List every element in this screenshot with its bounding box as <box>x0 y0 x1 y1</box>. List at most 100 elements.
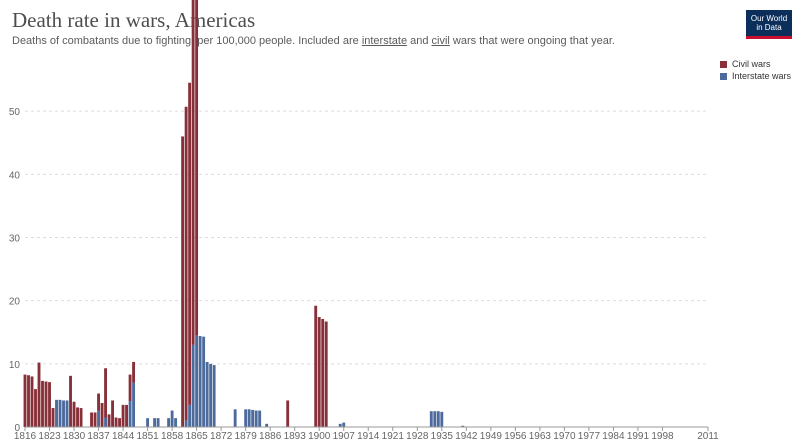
bar-civil <box>125 404 129 427</box>
bar-civil <box>118 418 122 427</box>
x-tick-label: 1851 <box>136 431 159 442</box>
x-tick-label: 1998 <box>651 431 674 442</box>
x-tick-label: 1872 <box>210 431 233 442</box>
bar-interstate <box>233 409 237 427</box>
legend-label-interstate: Interstate wars <box>732 71 792 81</box>
legend-item-interstate[interactable]: Interstate wars <box>720 70 791 82</box>
bar-interstate <box>184 420 188 427</box>
x-tick-label: 1991 <box>627 431 650 442</box>
bar-interstate <box>65 400 69 427</box>
logo-line-2: in Data <box>756 23 782 32</box>
bar-interstate <box>436 411 440 427</box>
bar-interstate <box>156 418 160 427</box>
bar-civil <box>114 417 118 427</box>
bar-interstate <box>258 410 262 427</box>
x-tick-label: 1935 <box>431 431 454 442</box>
subtitle-text-2: and <box>407 35 432 47</box>
x-tick-label: 1830 <box>63 431 86 442</box>
bar-interstate <box>244 409 248 427</box>
bar-interstate <box>254 410 258 427</box>
bar-interstate <box>104 417 107 427</box>
bar-civil <box>37 362 41 427</box>
bar-interstate <box>251 409 255 427</box>
civil-link[interactable]: civil <box>431 35 450 47</box>
bar-interstate <box>167 418 171 427</box>
x-tick-label: 1921 <box>382 431 405 442</box>
x-tick-label: 1858 <box>161 431 184 442</box>
y-tick-label: 40 <box>9 170 21 181</box>
bar-interstate <box>433 411 437 427</box>
bar-interstate <box>146 418 150 427</box>
bar-civil <box>314 305 318 427</box>
bar-civil <box>195 0 199 336</box>
x-tick-label: 1816 <box>14 431 37 442</box>
bar-civil <box>97 393 100 411</box>
x-tick-label: 1886 <box>259 431 282 442</box>
subtitle-text-3: wars that were ongoing that year. <box>449 35 615 47</box>
bar-interstate <box>132 382 136 427</box>
legend-item-civil[interactable]: Civil wars <box>720 58 791 70</box>
bar-interstate <box>205 361 209 427</box>
bar-civil <box>121 404 125 427</box>
x-tick-label: 1970 <box>553 431 576 442</box>
bar-civil <box>72 401 76 427</box>
x-tick-label: 1984 <box>602 431 625 442</box>
y-tick-label: 30 <box>9 234 21 245</box>
bar-civil <box>111 400 115 427</box>
bar-interstate <box>191 344 195 427</box>
bar-interstate <box>195 335 199 427</box>
bar-interstate <box>128 401 132 427</box>
bar-interstate <box>58 399 62 427</box>
legend-label-civil: Civil wars <box>732 59 771 69</box>
bar-interstate <box>174 418 178 427</box>
bar-interstate <box>198 336 202 427</box>
bar-interstate <box>429 411 433 427</box>
y-tick-label: 0 <box>14 423 20 434</box>
bar-civil <box>51 408 55 427</box>
x-tick-label: 1928 <box>406 431 429 442</box>
chart-legend: Civil wars Interstate wars <box>720 58 791 82</box>
bar-civil <box>79 408 83 427</box>
bar-civil <box>69 375 72 427</box>
bar-interstate <box>62 400 65 427</box>
legend-swatch-interstate <box>720 72 727 80</box>
x-tick-label: 1963 <box>529 431 552 442</box>
bar-civil <box>34 389 37 427</box>
bar-interstate <box>212 365 216 427</box>
x-tick-label: 1837 <box>87 431 110 442</box>
bar-interstate <box>342 422 346 427</box>
bar-interstate <box>247 409 251 427</box>
bar-civil <box>324 321 328 427</box>
x-tick-label: 1865 <box>186 431 209 442</box>
x-tick-label: 1914 <box>357 431 380 442</box>
bar-civil <box>107 414 111 427</box>
bar-civil <box>128 374 132 402</box>
bar-civil <box>321 318 325 427</box>
x-tick-label: 1956 <box>504 431 527 442</box>
y-tick-label: 10 <box>9 360 21 371</box>
bar-civil <box>41 380 44 427</box>
y-tick-label: 20 <box>9 297 21 308</box>
x-tick-label: 1879 <box>235 431 258 442</box>
bar-civil <box>27 375 30 427</box>
owid-logo[interactable]: Our World in Data <box>746 10 792 39</box>
x-tick-label: 1893 <box>284 431 307 442</box>
bar-civil <box>76 407 79 427</box>
bar-interstate <box>188 404 192 427</box>
bar-civil <box>90 412 93 427</box>
interstate-link[interactable]: interstate <box>361 35 408 47</box>
bar-interstate <box>202 336 206 427</box>
x-tick-label: 1823 <box>38 431 61 442</box>
bar-interstate <box>440 411 444 427</box>
x-tick-label: 1907 <box>333 431 356 442</box>
y-tick-label: 50 <box>9 107 21 118</box>
x-tick-label: 1949 <box>480 431 503 442</box>
bar-civil <box>286 400 290 427</box>
bar-interstate <box>170 410 174 427</box>
bar-civil <box>44 381 48 427</box>
bar-civil <box>132 361 136 383</box>
bar-civil <box>104 368 107 418</box>
chart-subtitle: Deaths of combatants due to fighting, pe… <box>12 35 615 47</box>
x-tick-label: 2011 <box>697 431 719 442</box>
